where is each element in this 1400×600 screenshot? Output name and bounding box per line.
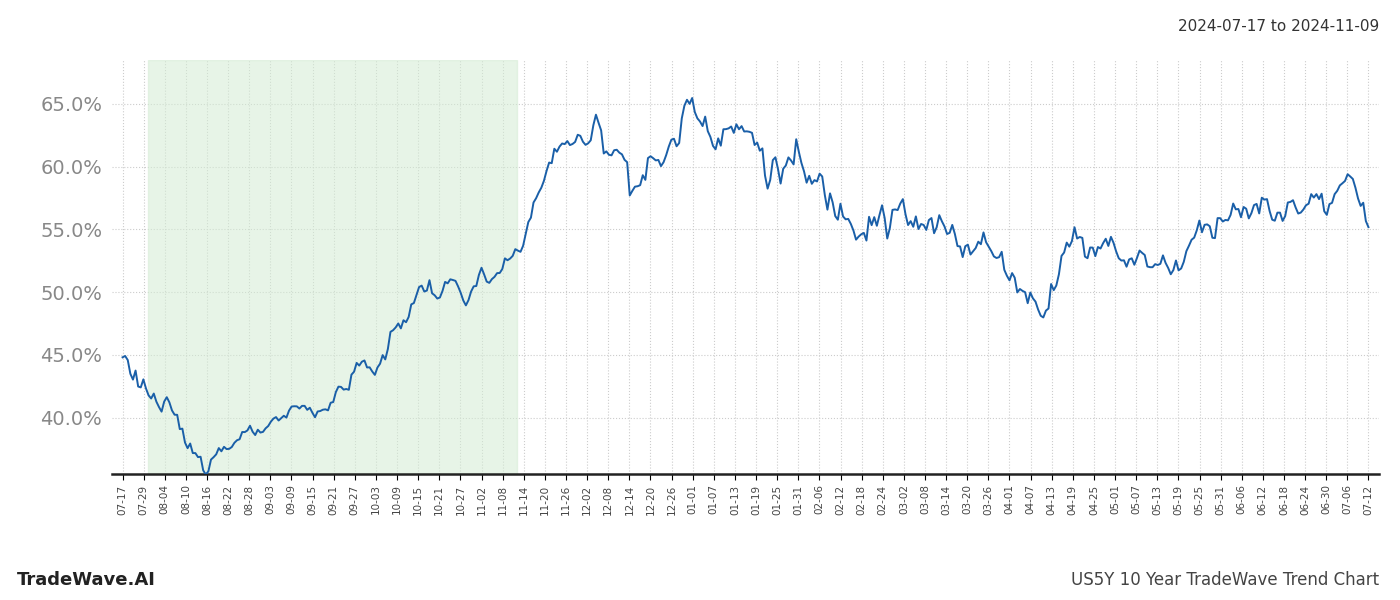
Text: US5Y 10 Year TradeWave Trend Chart: US5Y 10 Year TradeWave Trend Chart [1071, 571, 1379, 589]
Text: TradeWave.AI: TradeWave.AI [17, 571, 155, 589]
Text: 2024-07-17 to 2024-11-09: 2024-07-17 to 2024-11-09 [1177, 19, 1379, 34]
Bar [148, 60, 518, 474]
